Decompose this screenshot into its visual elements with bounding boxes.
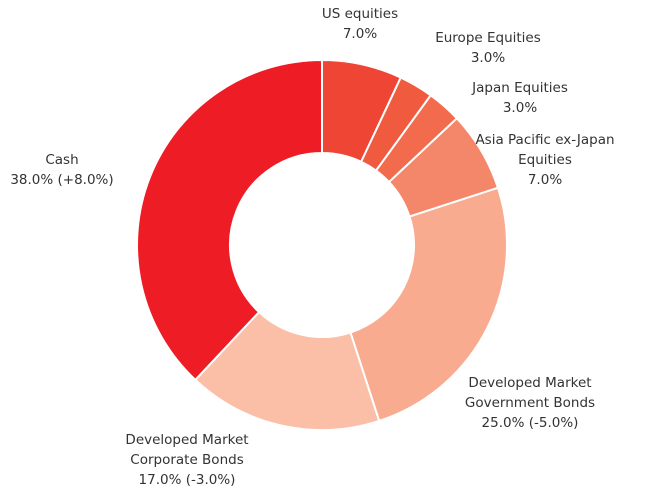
category-label: Japan Equities <box>472 80 568 96</box>
value-label: 38.0% (+8.0%) <box>10 172 114 188</box>
category-label: US equities <box>321 6 399 22</box>
value-label: 25.0% (-5.0%) <box>481 415 579 431</box>
slice-label: Developed Market Corporate Bonds 17.0% (-… <box>112 430 262 490</box>
category-label: Developed Market Corporate Bonds <box>125 432 249 468</box>
value-label: 7.0% <box>527 172 563 188</box>
slice-label: Developed Market Government Bonds 25.0% (… <box>455 373 605 433</box>
category-label: Developed Market Government Bonds <box>464 375 596 411</box>
slice-label: Cash 38.0% (+8.0%) <box>0 150 127 190</box>
category-label: Asia Pacific ex-Japan Equities <box>475 132 615 168</box>
value-label: 3.0% <box>470 50 506 66</box>
slice <box>349 186 508 423</box>
slice-label: Japan Equities 3.0% <box>440 78 600 118</box>
slice <box>136 58 323 382</box>
slice-label: US equities 7.0% <box>280 4 440 44</box>
slice-label: Asia Pacific ex-Japan Equities 7.0% <box>470 130 620 190</box>
slice-label: Europe Equities 3.0% <box>408 28 568 68</box>
value-label: 17.0% (-3.0%) <box>138 472 236 488</box>
slice <box>193 310 381 431</box>
category-label: Europe Equities <box>435 30 541 46</box>
value-label: 7.0% <box>342 26 378 42</box>
category-label: Cash <box>45 152 79 168</box>
value-label: 3.0% <box>502 100 538 116</box>
